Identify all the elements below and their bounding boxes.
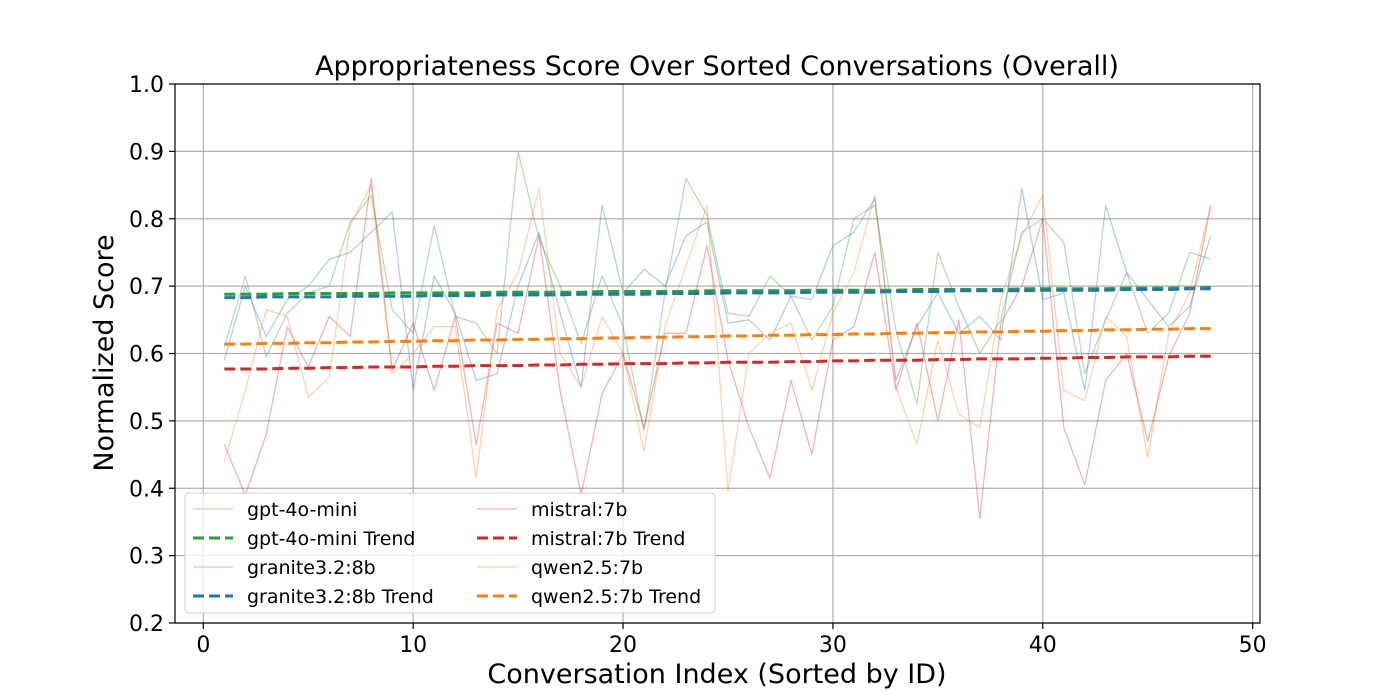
y-tick-label: 0.4 [129, 477, 164, 502]
y-tick-label: 0.7 [129, 275, 164, 300]
series-line-granite3-2-8b [223, 187, 1212, 392]
legend-label: gpt-4o-mini Trend [247, 528, 416, 550]
legend-label: qwen2.5:7b Trend [531, 586, 701, 608]
y-tick-label: 0.6 [129, 343, 164, 368]
x-tick-label: 40 [1029, 633, 1057, 658]
y-tick-label: 0.8 [129, 208, 164, 233]
series-line-granite3-2-8b-trend [224, 287, 1211, 300]
y-axis-label: Normalized Score [89, 234, 120, 471]
ticks [169, 83, 1254, 629]
legend-label: granite3.2:8b Trend [247, 586, 434, 608]
x-tick-label: 20 [609, 633, 637, 658]
y-tick-label: 0.5 [129, 410, 164, 435]
legend: gpt-4o-mini gpt-4o-mini Trend granite3.2:8… [184, 492, 716, 614]
grid [175, 83, 1260, 624]
x-axis-label: Conversation Index (Sorted by ID) [487, 659, 946, 690]
legend-frame [184, 492, 716, 614]
x-tick-label: 50 [1239, 633, 1267, 658]
series-line-mistral-7b-trend [224, 354, 1211, 371]
legend-label: mistral:7b Trend [531, 528, 685, 550]
plot-series [223, 150, 1212, 520]
legend-label: qwen2.5:7b [531, 557, 643, 579]
series-line-mistral-7b [223, 177, 1212, 520]
y-tick-label: 0.3 [129, 545, 164, 570]
series-line-gpt-4o-mini [223, 150, 1211, 432]
tick-labels: 0 10 20 30 40 50 0.2 0.3 0.4 0.5 0.6 0.7 0.8 0.9 1.0 [129, 73, 1267, 658]
y-tick-label: 0.2 [129, 612, 164, 637]
legend-label: gpt-4o-mini [247, 499, 357, 521]
x-tick-label: 30 [819, 633, 847, 658]
legend-label: granite3.2:8b [247, 557, 376, 579]
x-tick-label: 0 [196, 633, 210, 658]
legend-label: mistral:7b [531, 499, 627, 521]
series-line-qwen2-5-7b-trend [224, 327, 1211, 346]
chart-title: Appropriateness Score Over Sorted Conver… [315, 51, 1119, 82]
x-tick-label: 10 [399, 633, 427, 658]
y-tick-label: 1.0 [129, 73, 164, 98]
y-tick-label: 0.9 [129, 140, 164, 165]
